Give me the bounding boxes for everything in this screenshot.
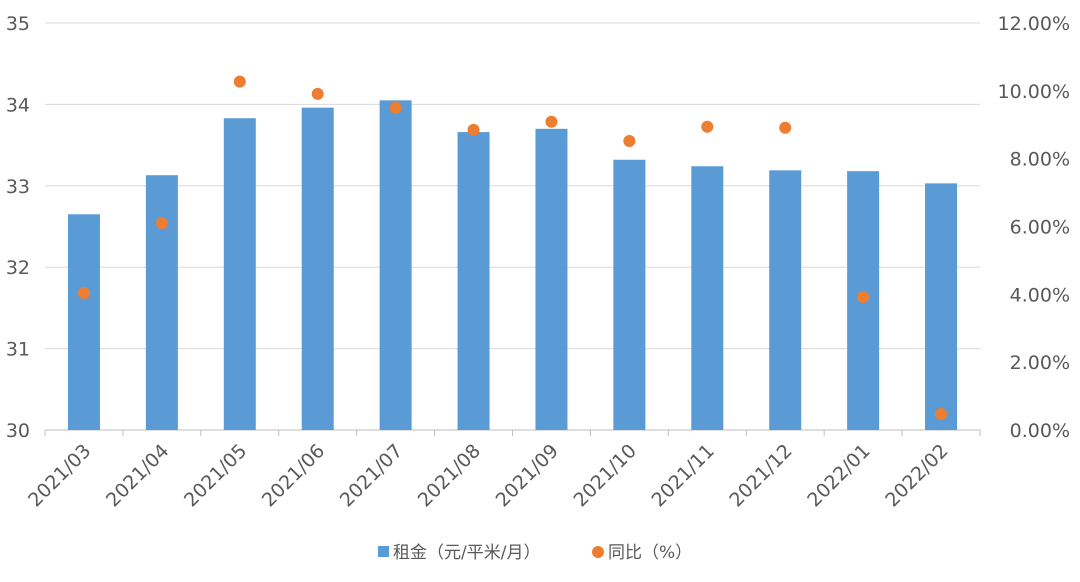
scatter-point (857, 291, 870, 304)
bar (67, 214, 100, 430)
bar (691, 166, 724, 431)
right-tick-label: 8.00% (1010, 149, 1070, 171)
right-tick-label: 6.00% (1010, 217, 1070, 239)
left-tick-label: 30 (6, 420, 30, 442)
scatter-point (311, 87, 324, 100)
left-tick-label: 33 (6, 176, 30, 198)
bar (925, 183, 958, 430)
scatter-point (389, 101, 402, 114)
scatter-point (935, 408, 948, 421)
x-tick-label: 2021/03 (24, 440, 95, 511)
left-tick-label: 31 (6, 339, 30, 361)
bar (613, 159, 646, 430)
x-tick-label: 2021/05 (180, 440, 251, 511)
bar (223, 118, 256, 430)
legend-bar-label: 租金（元/平米/月） (393, 543, 540, 563)
left-tick-label: 35 (6, 13, 30, 35)
left-tick-label: 34 (6, 94, 30, 116)
scatter-point (779, 121, 792, 134)
x-tick-label: 2021/06 (258, 440, 329, 511)
x-tick-label: 2021/11 (647, 440, 718, 511)
x-tick-label: 2021/09 (492, 440, 563, 511)
scatter-point (155, 217, 168, 230)
x-tick-label: 2021/12 (725, 440, 796, 511)
right-tick-label: 0.00% (1010, 420, 1070, 442)
bar (379, 100, 412, 430)
scatter-point (701, 120, 714, 133)
bar (769, 170, 802, 431)
scatter-point (77, 286, 90, 299)
x-tick-label: 2021/07 (336, 440, 407, 511)
x-tick-label: 2022/01 (803, 440, 874, 511)
scatter-point (233, 75, 246, 88)
x-tick-label: 2021/10 (570, 440, 641, 511)
legend: 租金（元/平米/月） 同比（%） (378, 543, 692, 563)
scatter-point (623, 135, 636, 148)
right-tick-label: 2.00% (1010, 352, 1070, 374)
bar (535, 128, 568, 430)
legend-dot-swatch (592, 546, 604, 558)
x-tick-label: 2021/04 (102, 440, 173, 511)
right-tick-label: 12.00% (998, 13, 1070, 35)
x-tick-label: 2021/08 (414, 440, 485, 511)
left-tick-label: 32 (6, 257, 30, 279)
scatter-point (545, 115, 558, 128)
legend-bar-swatch (378, 546, 389, 557)
x-tick-label: 2022/02 (881, 440, 952, 511)
legend-dot-label: 同比（%） (608, 543, 692, 563)
right-tick-label: 10.00% (998, 81, 1070, 103)
bar (145, 175, 178, 430)
bar (301, 107, 334, 430)
bar (457, 132, 490, 431)
right-tick-label: 4.00% (1010, 284, 1070, 306)
scatter-point (467, 123, 480, 136)
